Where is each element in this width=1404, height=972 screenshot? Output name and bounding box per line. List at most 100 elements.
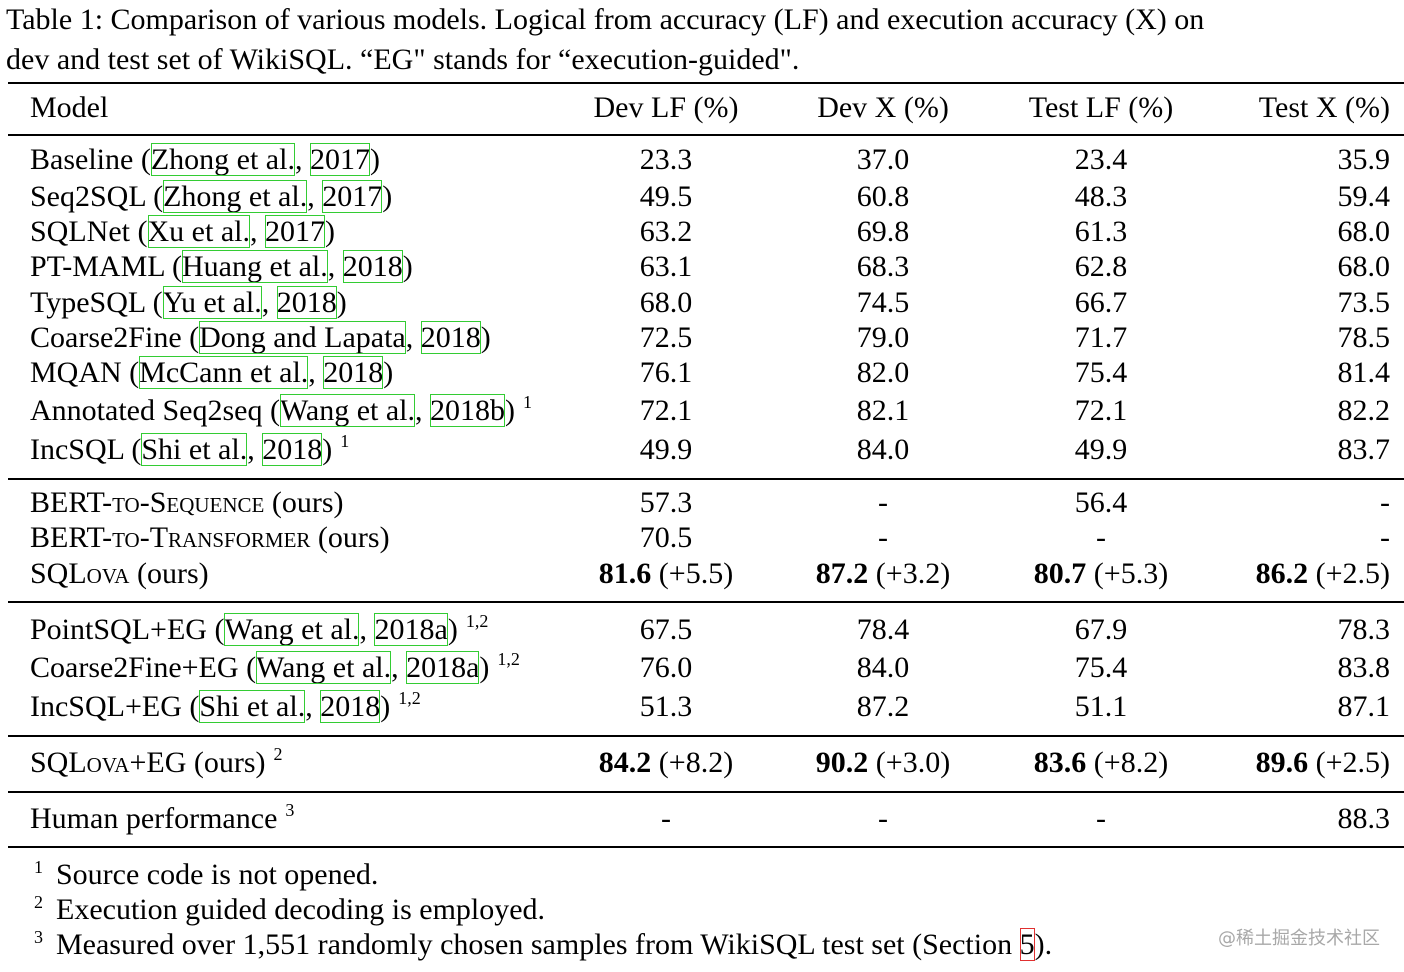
- value-cell: 76.0: [639, 651, 693, 684]
- citation-text: (: [145, 286, 163, 319]
- citation-text: ,: [359, 613, 375, 646]
- improvement: (+2.5): [1308, 746, 1390, 779]
- citation-link: Zhong et al.: [163, 180, 308, 213]
- citation-text: ,: [261, 286, 277, 319]
- value-cell: 90.2 (+3.0): [763, 745, 1003, 781]
- value-cell: 60.8: [856, 180, 910, 213]
- model-cell: SQLNet (Xu et al., 2017): [30, 214, 335, 250]
- citation-text: ,: [294, 143, 310, 176]
- value-cell: 35.9: [1337, 143, 1391, 176]
- citation-link: Huang et al.: [181, 250, 328, 283]
- model-name: Coarse2Fine: [30, 321, 182, 354]
- model-cell: SQLova (ours): [30, 556, 209, 592]
- citation-text: ): [479, 651, 490, 684]
- citation-text: (ours): [264, 486, 344, 519]
- value-cell: 68.0: [1337, 215, 1391, 248]
- footnote-body: Source code is not opened.: [56, 858, 379, 891]
- citation-link: 2018a: [374, 613, 448, 646]
- citation-text: ): [382, 180, 393, 213]
- value-cell: -: [878, 802, 888, 835]
- improvement: (+2.5): [1308, 557, 1390, 590]
- model-name: Seq2SQL: [30, 180, 146, 213]
- citation-text: ,: [405, 321, 421, 354]
- value-cell: -: [661, 802, 671, 835]
- model-name: Coarse2Fine+EG: [30, 651, 239, 684]
- footnote-body: ).: [1034, 928, 1053, 961]
- citation-text: (: [145, 180, 164, 213]
- citation-text: (ours): [186, 746, 266, 779]
- value-cell: 83.6 (+8.2): [981, 745, 1221, 781]
- citation-text: (: [238, 651, 257, 684]
- value-cell: 59.4: [1337, 180, 1391, 213]
- value-cell: 81.6 (+5.5): [546, 556, 786, 592]
- header-cell: Dev LF (%): [593, 91, 739, 124]
- footnote-mark: 3: [285, 800, 295, 820]
- value-cell: 48.3: [1074, 180, 1128, 213]
- value-cell: 82.2: [1337, 394, 1391, 427]
- value-cell: 51.3: [639, 690, 693, 723]
- citation-text: (: [130, 215, 148, 248]
- model-cell: Coarse2Fine (Dong and Lapata, 2018): [30, 320, 491, 356]
- citation-text: ,: [391, 651, 407, 684]
- model-cell: Baseline (Zhong et al., 2017): [30, 142, 380, 178]
- model-name: SQLova: [30, 557, 130, 590]
- citation-link: 2018: [342, 250, 403, 283]
- header-cell: Test LF (%): [1028, 91, 1174, 124]
- value-cell: -: [1096, 521, 1106, 554]
- citation-link: 2018b: [430, 394, 505, 427]
- value-cell: 82.0: [856, 356, 910, 389]
- model-name: TypeSQL: [30, 286, 146, 319]
- model-name: IncSQL+EG: [30, 690, 182, 723]
- value-cell: 86.2 (+2.5): [1150, 556, 1390, 592]
- citation-link: 2017: [322, 180, 383, 213]
- model-cell: BERT-to-Transformer (ours): [30, 520, 390, 556]
- citation-link: 2017: [264, 215, 325, 248]
- model-cell: Seq2SQL (Zhong et al., 2017): [30, 179, 392, 215]
- rule: [8, 735, 1404, 737]
- value-cell: 84.0: [856, 433, 910, 466]
- header-cell: Model: [30, 91, 109, 124]
- caption-line: Table 1: Comparison of various models. L…: [6, 3, 1205, 36]
- citation-link: 2018: [276, 286, 337, 319]
- model-cell: MQAN (McCann et al., 2018): [30, 355, 393, 391]
- best-value: 84.2: [598, 746, 652, 779]
- footnote-body: Execution guided decoding is employed.: [56, 893, 546, 926]
- footnote-text: Execution guided decoding is employed.: [56, 892, 545, 928]
- value-cell: 68.0: [1337, 250, 1391, 283]
- citation-text: ): [322, 433, 333, 466]
- value-cell: 23.4: [1074, 143, 1128, 176]
- model-cell: IncSQL+EG (Shi et al., 2018) 1,2: [30, 689, 421, 725]
- value-cell: 75.4: [1074, 651, 1128, 684]
- citation-text: ): [447, 613, 458, 646]
- citation-link: 2018: [320, 690, 381, 723]
- value-cell: 78.5: [1337, 321, 1391, 354]
- citation-text: ): [336, 286, 347, 319]
- model-name: BERT-to-Transformer: [30, 521, 311, 554]
- citation-text: ,: [307, 180, 323, 213]
- value-cell: 84.2 (+8.2): [546, 745, 786, 781]
- value-cell: 87.2 (+3.2): [763, 556, 1003, 592]
- rule: [8, 846, 1404, 848]
- rule: [8, 478, 1404, 480]
- footnote-number: 1: [34, 857, 43, 877]
- citation-text: ,: [415, 394, 430, 427]
- value-cell: -: [878, 486, 888, 519]
- citation-text: (: [262, 394, 280, 427]
- footnote-mark: 1,2: [465, 611, 489, 631]
- best-value: 81.6: [598, 557, 652, 590]
- value-cell: -: [878, 521, 888, 554]
- footnote-text: Measured over 1,551 randomly chosen samp…: [56, 927, 1052, 963]
- citation-text: ): [380, 690, 391, 723]
- citation-link: McCann et al.: [139, 356, 309, 389]
- citation-text: ): [369, 143, 380, 176]
- citation-text: (: [181, 690, 200, 723]
- model-cell: Human performance 3: [30, 801, 294, 837]
- best-value: 90.2: [815, 746, 869, 779]
- value-cell: 49.9: [1074, 433, 1128, 466]
- value-cell: 83.7: [1337, 433, 1391, 466]
- header-cell: Dev X (%): [817, 91, 949, 124]
- model-name: BERT-to-Sequence: [30, 486, 265, 519]
- value-cell: 79.0: [856, 321, 910, 354]
- citation-link: Shi et al.: [141, 433, 248, 466]
